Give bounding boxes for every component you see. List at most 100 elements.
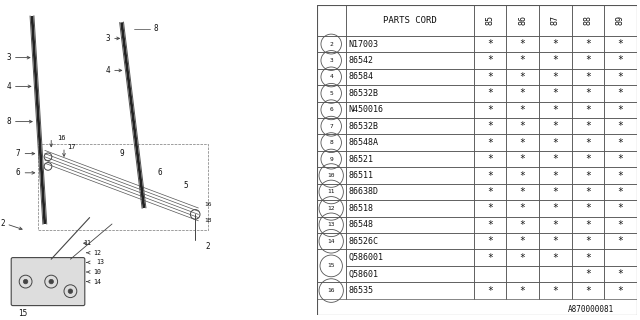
Bar bbox=[346, 134, 474, 151]
Text: 15: 15 bbox=[328, 263, 335, 268]
Text: *: * bbox=[552, 253, 558, 263]
Text: 86548A: 86548A bbox=[349, 138, 379, 147]
Text: *: * bbox=[585, 105, 591, 115]
Bar bbox=[346, 282, 474, 299]
Bar bbox=[572, 233, 604, 250]
Bar bbox=[506, 134, 539, 151]
Text: *: * bbox=[618, 187, 623, 197]
Text: *: * bbox=[618, 285, 623, 296]
Bar bbox=[572, 101, 604, 118]
Text: *: * bbox=[585, 253, 591, 263]
Bar bbox=[474, 5, 506, 36]
Text: 13: 13 bbox=[328, 222, 335, 227]
Bar bbox=[506, 151, 539, 167]
Bar bbox=[474, 184, 506, 200]
Bar bbox=[604, 233, 637, 250]
Bar bbox=[317, 151, 346, 167]
Text: 15: 15 bbox=[18, 309, 27, 318]
Text: *: * bbox=[618, 220, 623, 230]
Bar bbox=[317, 167, 346, 184]
Bar bbox=[474, 52, 506, 69]
Text: 89: 89 bbox=[616, 15, 625, 25]
Text: *: * bbox=[552, 105, 558, 115]
FancyBboxPatch shape bbox=[12, 258, 85, 306]
Text: 9: 9 bbox=[330, 156, 333, 162]
Text: N450016: N450016 bbox=[349, 105, 384, 114]
Text: *: * bbox=[487, 88, 493, 98]
Bar bbox=[474, 217, 506, 233]
Bar bbox=[474, 151, 506, 167]
Text: 6: 6 bbox=[157, 168, 163, 177]
Bar bbox=[346, 85, 474, 101]
Bar bbox=[572, 167, 604, 184]
Text: *: * bbox=[618, 204, 623, 213]
Text: 86: 86 bbox=[518, 15, 527, 25]
Text: 3: 3 bbox=[106, 34, 110, 43]
Bar bbox=[572, 118, 604, 134]
Bar bbox=[317, 184, 346, 200]
Bar bbox=[346, 5, 474, 36]
Text: 86638D: 86638D bbox=[349, 188, 379, 196]
Text: 86532B: 86532B bbox=[349, 89, 379, 98]
Text: 86548: 86548 bbox=[349, 220, 374, 229]
Bar bbox=[572, 85, 604, 101]
Text: *: * bbox=[520, 55, 525, 66]
Bar bbox=[572, 69, 604, 85]
Bar bbox=[604, 52, 637, 69]
Text: 14: 14 bbox=[93, 279, 101, 284]
Bar bbox=[572, 5, 604, 36]
Bar bbox=[539, 69, 572, 85]
Text: 7: 7 bbox=[16, 149, 20, 158]
Bar bbox=[539, 151, 572, 167]
Text: 86521: 86521 bbox=[349, 155, 374, 164]
Text: *: * bbox=[552, 187, 558, 197]
Text: *: * bbox=[585, 121, 591, 131]
Bar bbox=[604, 151, 637, 167]
Text: 2: 2 bbox=[205, 242, 211, 251]
Text: *: * bbox=[520, 220, 525, 230]
Bar bbox=[572, 134, 604, 151]
Text: *: * bbox=[585, 72, 591, 82]
Bar bbox=[604, 217, 637, 233]
Text: *: * bbox=[618, 154, 623, 164]
Bar bbox=[317, 36, 346, 52]
Bar bbox=[346, 233, 474, 250]
Text: *: * bbox=[552, 236, 558, 246]
Bar bbox=[604, 5, 637, 36]
Bar bbox=[572, 217, 604, 233]
Text: *: * bbox=[487, 72, 493, 82]
Bar bbox=[474, 36, 506, 52]
Text: 7: 7 bbox=[330, 124, 333, 129]
Text: 8: 8 bbox=[6, 117, 11, 126]
Text: 88: 88 bbox=[583, 15, 593, 25]
Text: *: * bbox=[585, 171, 591, 180]
Text: *: * bbox=[487, 39, 493, 49]
Text: *: * bbox=[520, 236, 525, 246]
Text: 4: 4 bbox=[106, 66, 110, 75]
Text: 12: 12 bbox=[328, 206, 335, 211]
Bar bbox=[539, 36, 572, 52]
Text: 86542: 86542 bbox=[349, 56, 374, 65]
Bar bbox=[604, 167, 637, 184]
Text: *: * bbox=[487, 285, 493, 296]
Text: *: * bbox=[520, 72, 525, 82]
Text: *: * bbox=[585, 220, 591, 230]
Text: 12: 12 bbox=[93, 250, 101, 256]
Bar bbox=[539, 134, 572, 151]
Text: 86584: 86584 bbox=[349, 72, 374, 81]
Bar bbox=[604, 36, 637, 52]
Text: 16: 16 bbox=[328, 288, 335, 293]
Text: *: * bbox=[487, 138, 493, 148]
Bar bbox=[604, 184, 637, 200]
Text: PARTS CORD: PARTS CORD bbox=[383, 16, 436, 25]
Bar bbox=[604, 282, 637, 299]
Text: *: * bbox=[585, 88, 591, 98]
Bar bbox=[474, 167, 506, 184]
Text: *: * bbox=[520, 204, 525, 213]
Bar bbox=[506, 233, 539, 250]
Bar bbox=[539, 85, 572, 101]
Bar bbox=[539, 101, 572, 118]
Bar bbox=[506, 118, 539, 134]
Bar bbox=[604, 250, 637, 266]
Text: *: * bbox=[520, 39, 525, 49]
